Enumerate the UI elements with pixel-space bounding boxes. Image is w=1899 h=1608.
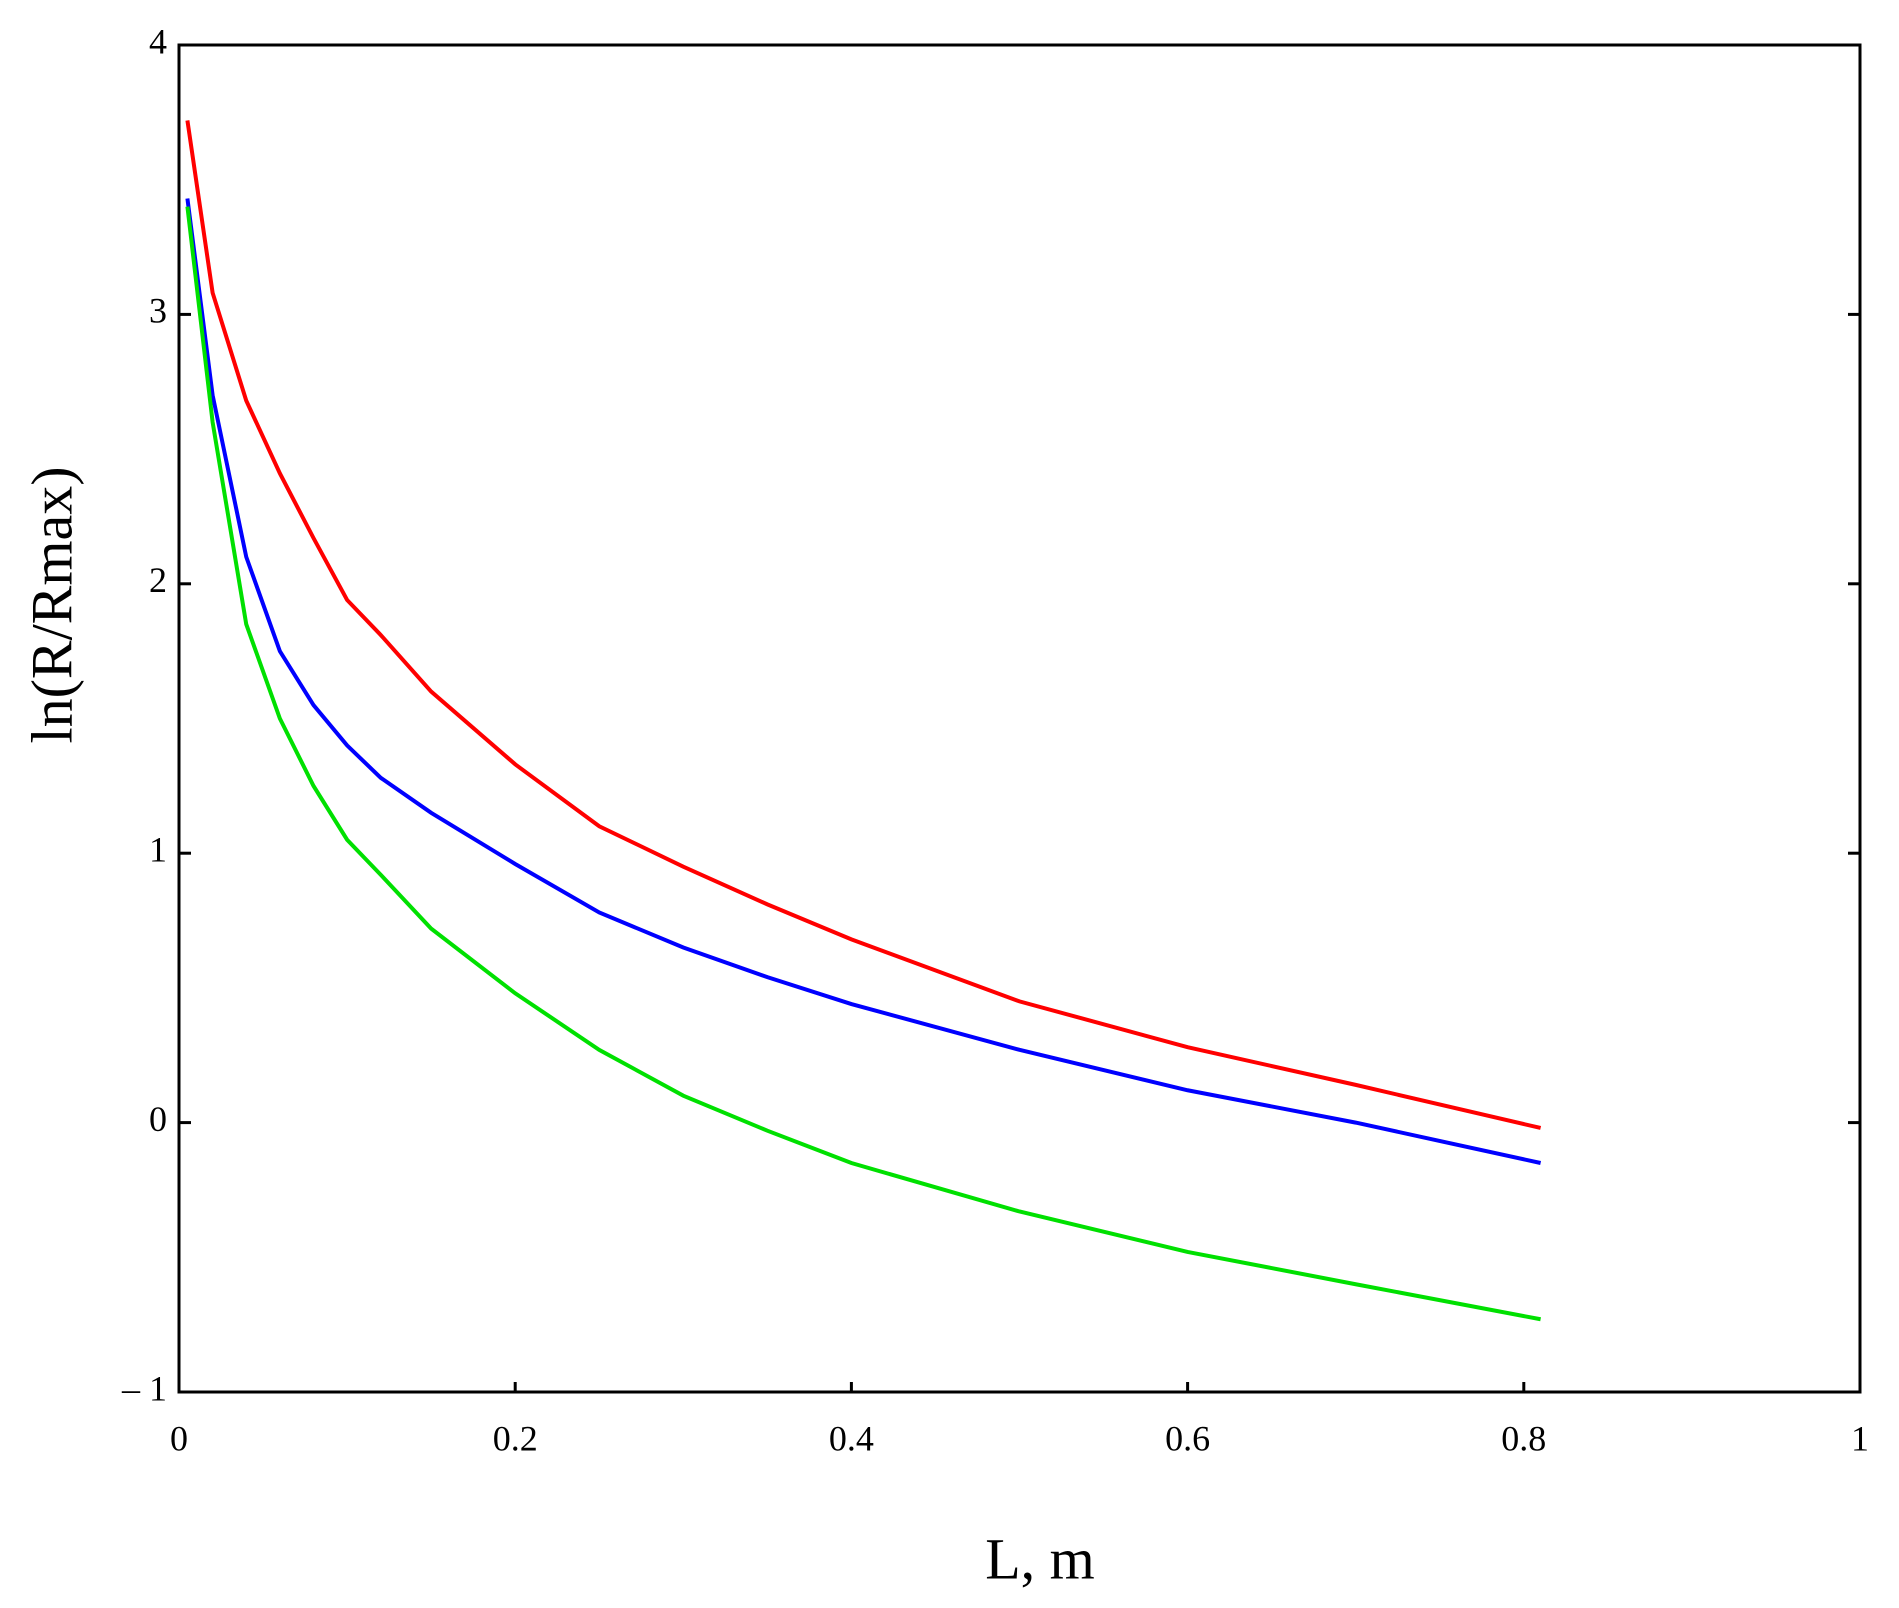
y-tick-label: 4 — [149, 21, 167, 61]
x-tick-label: 0.6 — [1165, 1418, 1210, 1458]
y-tick-label: – 1 — [121, 1368, 167, 1408]
y-axis-title: ln(R/Rmax) — [19, 466, 84, 743]
data-line — [185, 206, 1541, 1322]
x-tick-label: 0.2 — [493, 1418, 538, 1458]
data-line — [185, 198, 1542, 1165]
x-tick-label: 0.4 — [829, 1418, 874, 1458]
x-tick-label: 1 — [1851, 1418, 1869, 1458]
y-tick-label: 2 — [149, 560, 167, 600]
x-axis-title: L, m — [985, 1526, 1095, 1591]
y-tick-label: 0 — [149, 1099, 167, 1139]
y-tick-label: 1 — [149, 829, 167, 869]
x-tick-label: 0 — [170, 1418, 188, 1458]
x-tick-label: 0.8 — [1501, 1418, 1546, 1458]
data-line — [185, 120, 1542, 1130]
plot-frame — [177, 43, 1862, 1394]
y-tick-label: 3 — [149, 291, 167, 331]
